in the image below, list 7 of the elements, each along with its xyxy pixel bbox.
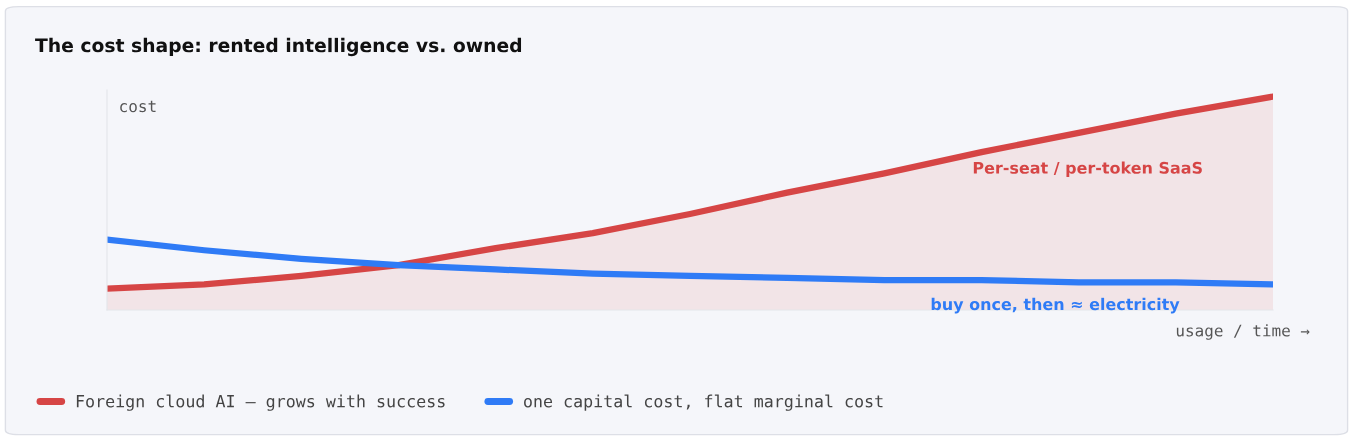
annotation: buy once, then ≈ electricity [931, 297, 1180, 314]
legend-label: one capital cost, flat marginal cost [524, 394, 883, 411]
annotation: Per-seat / per-token SaaS [973, 161, 1202, 177]
chart-title: The cost shape: rented intelligence vs. owned [35, 37, 522, 57]
x-axis-title: usage / time → [1176, 324, 1310, 340]
y-axis-title: cost [120, 100, 156, 113]
legend-label: Foreign cloud AI — grows with success [76, 394, 445, 411]
